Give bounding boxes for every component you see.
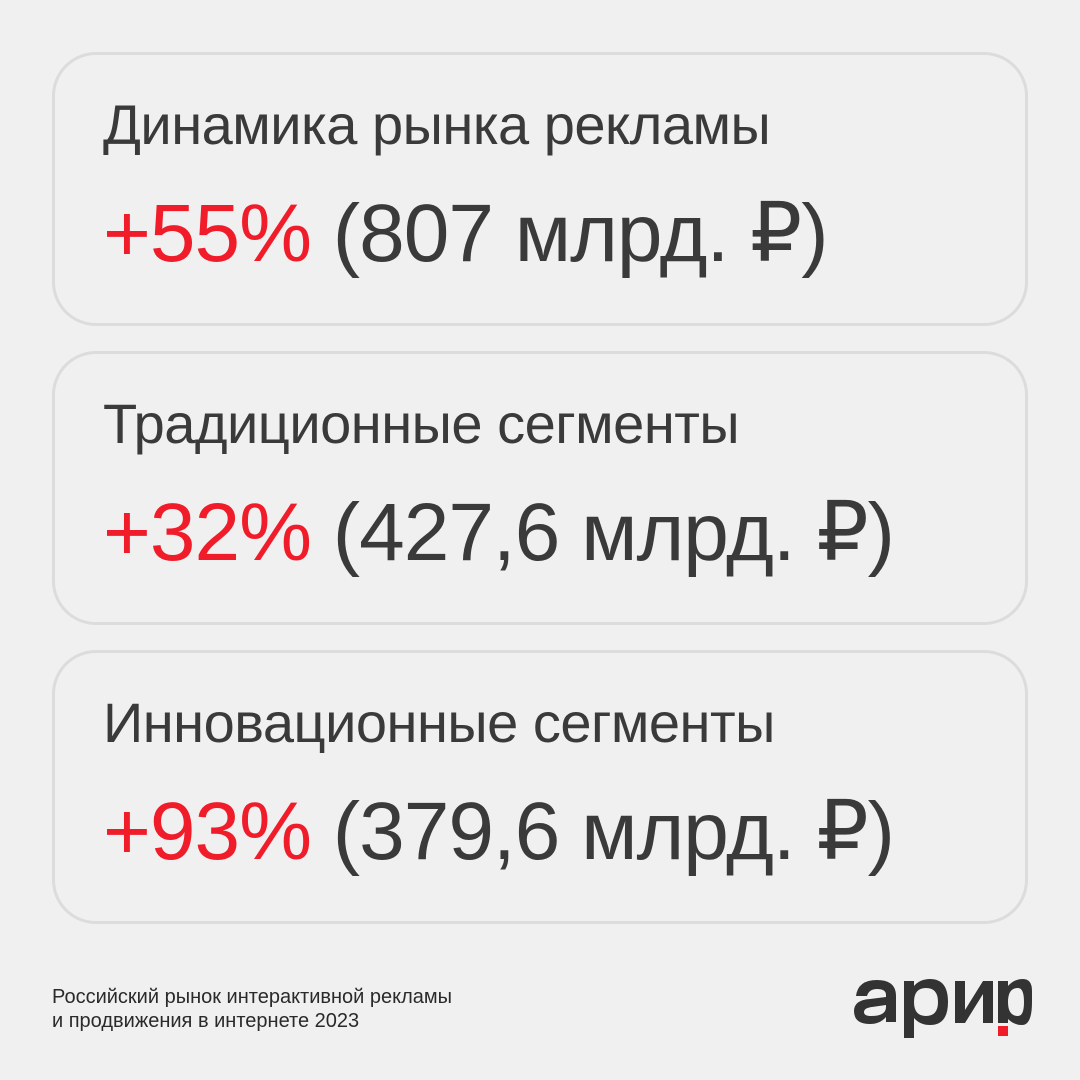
source-caption: Российский рынок интерактивной рекламы и… <box>52 985 452 1033</box>
card-title: Инновационные сегменты <box>103 691 775 754</box>
traditional-segments-card: Традиционные сегменты +32% (427,6 млрд. … <box>52 351 1028 625</box>
card-value: +93% (379,6 млрд. ₽) <box>103 791 895 873</box>
card-value: +55% (807 млрд. ₽) <box>103 193 829 275</box>
source-caption-line-1: Российский рынок интерактивной рекламы <box>52 986 453 1008</box>
market-volume: (379,6 млрд. ₽) <box>311 786 895 877</box>
growth-percent: +93% <box>103 786 312 877</box>
market-volume: (807 млрд. ₽) <box>311 188 829 279</box>
card-title: Динамика рынка рекламы <box>103 93 771 156</box>
card-title: Традиционные сегменты <box>103 392 740 455</box>
innovative-segments-card: Инновационные сегменты +93% (379,6 млрд.… <box>52 650 1028 924</box>
market-volume: (427,6 млрд. ₽) <box>311 487 895 578</box>
market-dynamics-card: Динамика рынка рекламы +55% (807 млрд. ₽… <box>52 52 1028 326</box>
arir-logo <box>854 979 1032 1038</box>
source-caption-line-2: и продвижения в интернете 2023 <box>52 1010 360 1032</box>
card-value: +32% (427,6 млрд. ₽) <box>103 492 895 574</box>
growth-percent: +32% <box>103 487 312 578</box>
growth-percent: +55% <box>103 188 312 279</box>
